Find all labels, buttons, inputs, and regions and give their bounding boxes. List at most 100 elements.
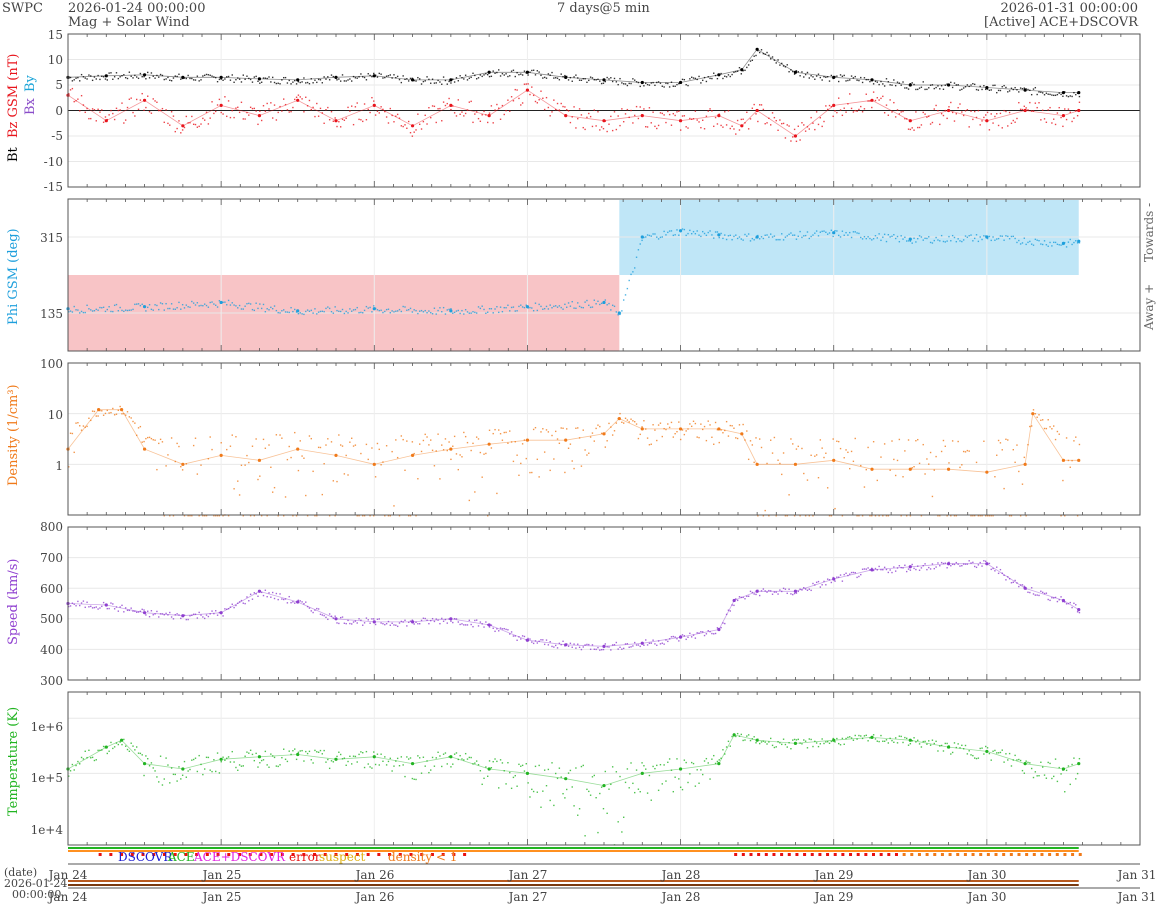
trace-dot xyxy=(233,116,235,119)
trace-dot xyxy=(567,110,570,112)
trace-dot xyxy=(917,438,919,441)
trace-dot xyxy=(905,87,908,89)
trace-dot xyxy=(933,567,935,570)
data-point xyxy=(410,124,415,128)
trace-dot xyxy=(815,581,818,584)
trace-dot xyxy=(915,568,917,571)
trace-dot xyxy=(924,740,926,743)
trace-dot xyxy=(849,467,851,470)
trace-dot xyxy=(73,79,75,81)
trace-dot xyxy=(339,126,342,128)
trace-dot xyxy=(648,107,651,109)
trace-dot xyxy=(834,507,836,510)
trace-dot xyxy=(1029,425,1031,428)
trace-dot xyxy=(396,757,399,760)
trace-dot xyxy=(253,759,256,762)
trace-dot xyxy=(363,515,366,517)
trace-dot xyxy=(224,96,226,98)
trace-dot xyxy=(793,738,796,741)
trace-dot xyxy=(299,750,301,752)
trace-dot xyxy=(446,763,448,765)
trace-dot xyxy=(883,443,886,445)
trace-dot xyxy=(538,764,540,767)
trace-dot xyxy=(1021,242,1024,244)
trace-dot xyxy=(937,750,939,752)
trace-dot xyxy=(330,311,333,313)
legend-dscovr: DSCOVR xyxy=(118,850,173,864)
trace-dot xyxy=(130,742,132,744)
trace-dot xyxy=(933,469,935,471)
trace-dot xyxy=(760,236,763,238)
series-line-density xyxy=(67,409,1079,473)
trace-dot xyxy=(516,785,518,787)
data-point xyxy=(449,617,453,621)
trace-dot xyxy=(360,311,362,314)
trace-dot xyxy=(850,236,853,239)
trace-dot xyxy=(203,515,206,517)
trace-dot xyxy=(231,750,233,753)
trace-dot xyxy=(215,304,217,306)
trace-dot xyxy=(996,752,998,754)
trace-dot xyxy=(249,593,252,596)
quality-flag xyxy=(994,853,998,856)
trace-dot xyxy=(589,436,592,438)
quality-flag xyxy=(925,853,929,856)
trace-dot xyxy=(1018,101,1020,104)
trace-dot xyxy=(472,72,474,75)
trace-dot xyxy=(71,432,74,435)
trace-dot xyxy=(1010,87,1013,89)
trace-dot xyxy=(137,427,140,429)
trace-dot xyxy=(380,73,382,75)
trace-dot xyxy=(115,606,118,608)
trace-dot xyxy=(560,102,562,105)
trace-dot xyxy=(696,78,698,81)
trace-dot xyxy=(639,106,641,108)
trace-dot xyxy=(1005,110,1007,113)
trace-dot xyxy=(332,312,335,314)
trace-dot xyxy=(810,738,812,741)
trace-dot xyxy=(624,643,627,645)
trace-dot xyxy=(1040,419,1042,422)
trace-dot xyxy=(771,744,774,747)
trace-dot xyxy=(428,444,430,446)
trace-dot xyxy=(507,442,509,444)
trace-dot xyxy=(343,312,346,315)
trace-dot xyxy=(156,74,158,77)
trace-dot xyxy=(516,89,518,91)
quality-flag xyxy=(334,853,338,856)
data-point xyxy=(793,589,798,593)
trace-dot xyxy=(249,749,252,752)
trace-dot xyxy=(1058,92,1060,94)
trace-dot xyxy=(694,422,697,425)
trace-dot xyxy=(439,478,441,480)
trace-dot xyxy=(577,814,579,816)
trace-dot xyxy=(962,563,965,565)
trace-dot xyxy=(351,80,353,82)
trace-dot xyxy=(751,237,754,240)
trace-dot xyxy=(880,568,882,571)
trace-dot xyxy=(940,561,943,564)
trace-dot xyxy=(690,425,693,428)
trace-dot xyxy=(931,739,934,741)
trace-dot xyxy=(928,463,930,465)
panel-frame xyxy=(67,526,1141,681)
trace-dot xyxy=(207,756,210,759)
trace-dot xyxy=(942,562,945,565)
trace-dot xyxy=(553,804,555,807)
trace-dot xyxy=(569,769,572,772)
trace-dot xyxy=(444,104,447,107)
trace-dot xyxy=(104,78,107,80)
trace-dot xyxy=(584,644,586,646)
trace-dot xyxy=(159,109,162,112)
trace-dot xyxy=(1025,88,1027,90)
trace-dot xyxy=(973,757,976,759)
trace-dot xyxy=(505,628,507,631)
quality-flag xyxy=(1055,853,1059,856)
trace-dot xyxy=(472,442,474,445)
trace-dot xyxy=(711,758,713,760)
trace-dot xyxy=(858,108,860,111)
trace-dot xyxy=(935,455,937,458)
trace-dot xyxy=(560,306,562,309)
trace-dot xyxy=(801,122,803,124)
trace-dot xyxy=(139,752,142,755)
